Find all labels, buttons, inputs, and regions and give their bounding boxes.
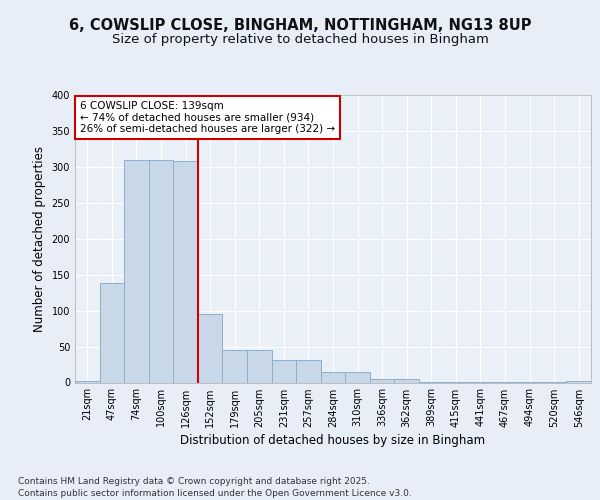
Bar	[75, 381, 100, 382]
Text: 6, COWSLIP CLOSE, BINGHAM, NOTTINGHAM, NG13 8UP: 6, COWSLIP CLOSE, BINGHAM, NOTTINGHAM, N…	[69, 18, 531, 32]
Bar	[124, 160, 149, 382]
Bar	[272, 360, 296, 382]
Bar	[345, 372, 370, 382]
Y-axis label: Number of detached properties: Number of detached properties	[33, 146, 46, 332]
X-axis label: Distribution of detached houses by size in Bingham: Distribution of detached houses by size …	[181, 434, 485, 447]
Bar	[149, 160, 173, 382]
Bar	[370, 379, 394, 382]
Bar	[566, 381, 591, 382]
Text: 6 COWSLIP CLOSE: 139sqm
← 74% of detached houses are smaller (934)
26% of semi-d: 6 COWSLIP CLOSE: 139sqm ← 74% of detache…	[80, 101, 335, 134]
Bar	[223, 350, 247, 382]
Bar	[173, 161, 198, 382]
Bar	[198, 314, 223, 382]
Bar	[247, 350, 272, 382]
Bar	[321, 372, 345, 382]
Text: Contains HM Land Registry data © Crown copyright and database right 2025.
Contai: Contains HM Land Registry data © Crown c…	[18, 476, 412, 498]
Text: Size of property relative to detached houses in Bingham: Size of property relative to detached ho…	[112, 32, 488, 46]
Bar	[394, 379, 419, 382]
Bar	[100, 284, 124, 382]
Bar	[296, 360, 321, 382]
